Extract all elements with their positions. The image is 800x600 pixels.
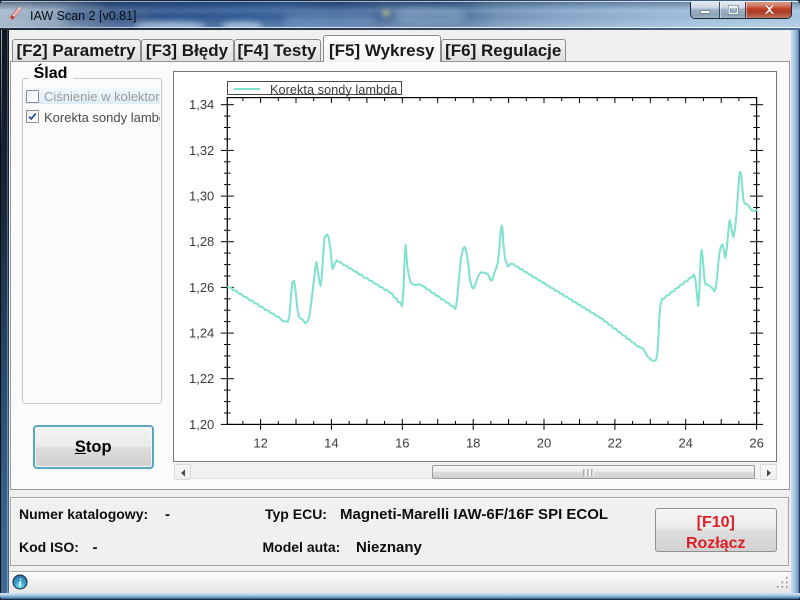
svg-text:1,26: 1,26	[189, 280, 214, 295]
svg-text:1,32: 1,32	[189, 143, 214, 158]
svg-text:1,34: 1,34	[189, 97, 214, 112]
svg-text:24: 24	[678, 435, 692, 450]
svg-text:1,24: 1,24	[189, 326, 214, 341]
svg-text:1,22: 1,22	[189, 371, 214, 386]
svg-text:18: 18	[466, 435, 480, 450]
svg-text:12: 12	[253, 435, 267, 450]
svg-text:i: i	[18, 577, 22, 589]
svg-text:1,30: 1,30	[189, 189, 214, 204]
svg-text:1,28: 1,28	[189, 234, 214, 249]
svg-text:20: 20	[537, 435, 551, 450]
svg-text:1,20: 1,20	[189, 417, 214, 432]
svg-text:16: 16	[395, 435, 409, 450]
svg-text:26: 26	[749, 435, 763, 450]
svg-text:14: 14	[324, 435, 338, 450]
svg-text:22: 22	[608, 435, 622, 450]
